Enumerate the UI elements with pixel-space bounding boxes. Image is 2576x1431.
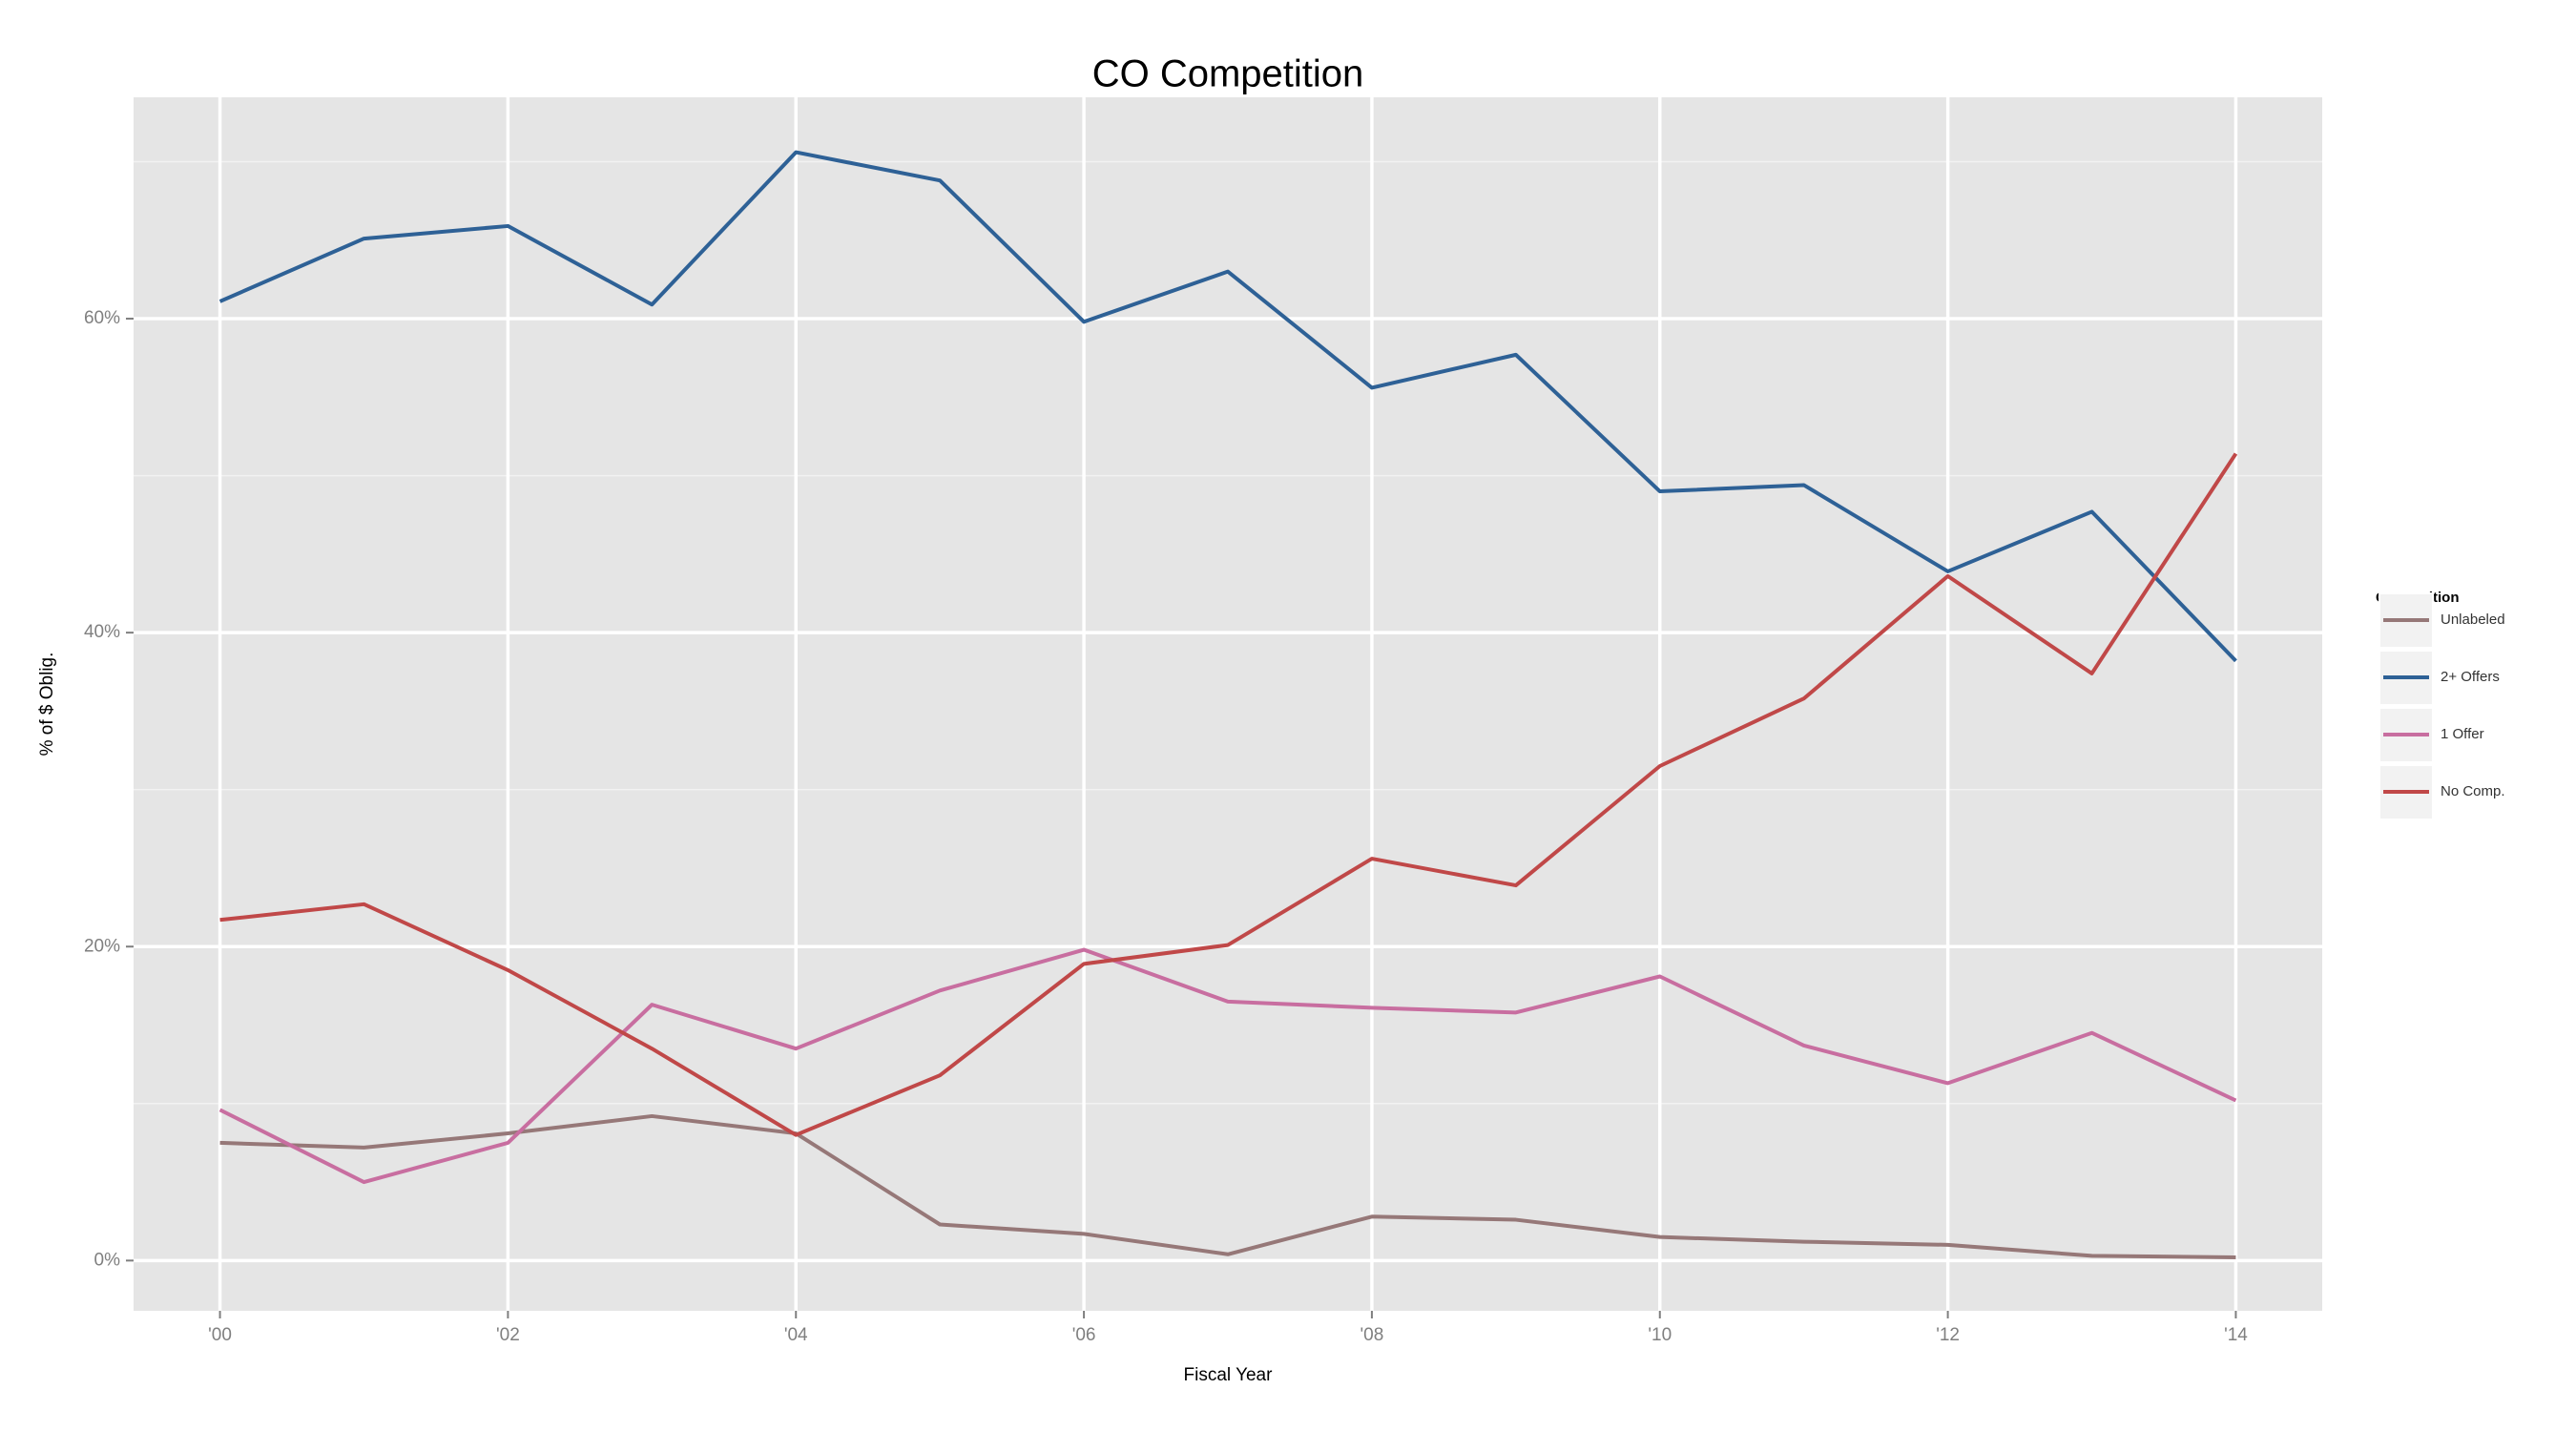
x-tick-label: '02 bbox=[496, 1325, 520, 1345]
legend-label: No Comp. bbox=[2441, 783, 2505, 799]
x-tick-label: '14 bbox=[2224, 1325, 2248, 1345]
x-tick-label: '06 bbox=[1072, 1325, 1096, 1345]
series-line bbox=[218, 150, 2237, 663]
y-tick-label: 20% bbox=[84, 936, 120, 956]
y-axis-title: % of $ Oblig. bbox=[37, 653, 57, 757]
series-line bbox=[218, 947, 2237, 1185]
legend-label: Unlabeled bbox=[2441, 612, 2505, 628]
y-tick-label: 40% bbox=[84, 622, 120, 642]
legend-label: 2+ Offers bbox=[2441, 669, 2500, 685]
x-tick-label: '08 bbox=[1361, 1325, 1384, 1345]
legend-label: 1 Offer bbox=[2441, 726, 2484, 742]
series-line bbox=[219, 452, 2238, 1137]
series-line bbox=[219, 1113, 2236, 1260]
chart-title: CO Competition bbox=[1092, 53, 1364, 95]
x-tick-label: '12 bbox=[1936, 1325, 1960, 1345]
plot-panel bbox=[134, 97, 2322, 1311]
x-tick-label: '04 bbox=[784, 1325, 808, 1345]
y-tick-label: 60% bbox=[84, 308, 120, 328]
y-tick-label: 0% bbox=[94, 1250, 121, 1270]
x-axis-title: Fiscal Year bbox=[1184, 1365, 1274, 1385]
x-tick-label: '10 bbox=[1648, 1325, 1672, 1345]
x-tick-label: '00 bbox=[208, 1325, 232, 1345]
